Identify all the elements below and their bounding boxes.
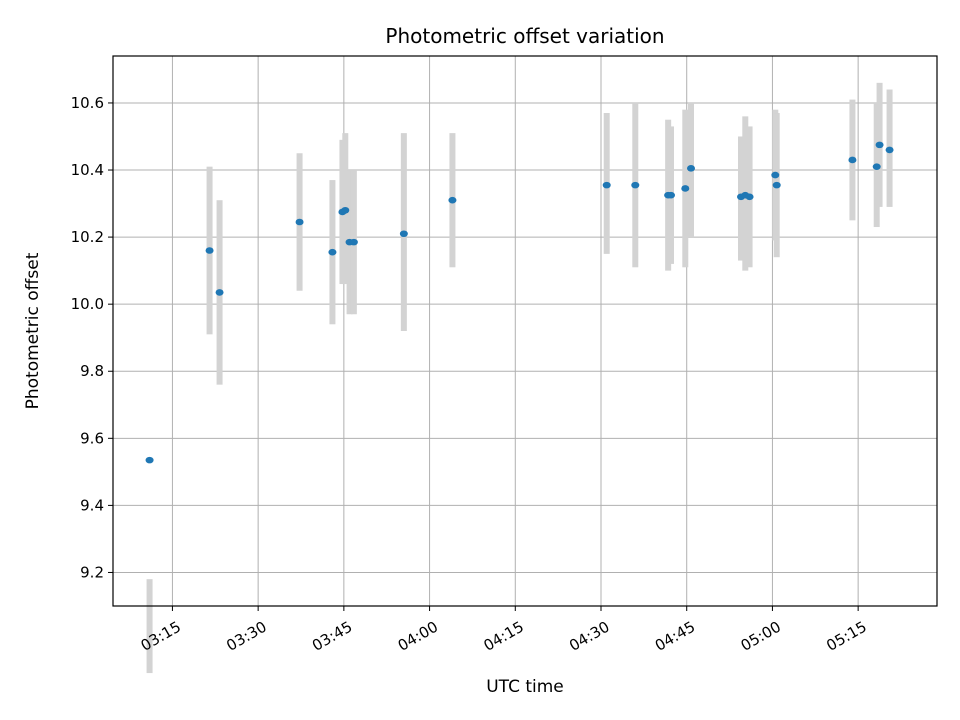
data-point [771,171,780,179]
data-point [399,230,408,238]
plot-area-frame [112,55,938,607]
y-tick-label: 9.8 [80,362,104,380]
data-point [875,141,884,149]
data-point [602,181,611,189]
data-point [848,156,857,164]
data-point [745,193,754,201]
x-axis-label: UTC time [486,677,564,697]
y-tick-label: 9.6 [80,429,104,447]
data-point [667,191,675,199]
data-point [448,196,457,204]
data-point [681,185,690,192]
data-point [631,181,640,189]
y-tick-label: 10.6 [71,94,104,112]
y-tick-label: 10.0 [71,295,104,313]
data-point [205,247,214,254]
y-axis-label: Photometric offset [23,252,43,409]
data-point [145,456,154,464]
chart-title: Photometric offset variation [385,24,664,48]
data-points [145,141,894,464]
data-point [772,181,781,189]
y-tick-label: 9.2 [80,563,104,581]
error-bar [146,579,153,674]
y-tick-label: 9.4 [80,496,104,514]
data-point [341,206,350,214]
data-point [215,289,224,296]
y-tick-label: 10.4 [71,161,104,179]
grid [113,56,937,606]
data-point [687,165,695,172]
y-tick-label: 10.2 [71,228,104,246]
data-point [295,218,304,226]
data-point [885,146,894,154]
data-point [349,238,358,246]
data-point [872,163,881,170]
data-point [328,248,337,256]
